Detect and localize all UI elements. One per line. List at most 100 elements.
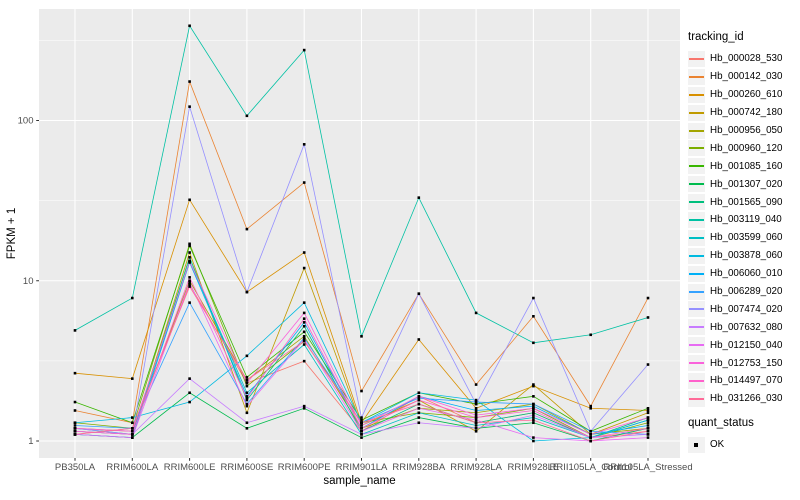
series-color-line-icon bbox=[689, 183, 704, 186]
data-point-Hb_001085_160 bbox=[188, 244, 191, 248]
data-point-Hb_012753_150 bbox=[360, 424, 363, 427]
data-point-Hb_000142_030 bbox=[589, 404, 592, 408]
data-point-Hb_003119_040 bbox=[131, 296, 134, 300]
legend-key-Hb_000142_030 bbox=[688, 68, 705, 85]
data-point-Hb_000260_610 bbox=[417, 338, 421, 341]
legend-key-Hb_001085_160 bbox=[688, 158, 705, 175]
data-point-Hb_031266_030 bbox=[302, 339, 306, 343]
data-point-Hb_003878_060 bbox=[646, 418, 650, 422]
legend-key-Hb_000742_180 bbox=[688, 104, 705, 121]
data-point-Hb_012753_150 bbox=[646, 416, 650, 419]
data-point-Hb_000260_610 bbox=[646, 409, 650, 412]
legend-item-Hb_000260_610: Hb_000260_610 bbox=[688, 86, 800, 104]
legend-label: Hb_012150_040 bbox=[710, 339, 783, 351]
legend-title-tracking-id: tracking_id bbox=[688, 31, 744, 43]
data-point-Hb_001085_160 bbox=[646, 406, 650, 410]
series-color-line-icon bbox=[689, 57, 704, 60]
data-point-Hb_000956_050 bbox=[474, 411, 478, 415]
data-point-Hb_012150_040 bbox=[646, 436, 650, 439]
data-point-Hb_000028_530 bbox=[302, 359, 306, 363]
legend-label: Hb_006060_010 bbox=[710, 268, 783, 280]
plot-panel bbox=[39, 9, 680, 458]
data-point-Hb_006289_020 bbox=[474, 400, 478, 404]
legend-label: Hb_001085_160 bbox=[710, 160, 783, 172]
data-point-Hb_031266_030 bbox=[532, 418, 535, 422]
legend-item-Hb_000960_120: Hb_000960_120 bbox=[688, 139, 800, 157]
y-tick-label: 10 bbox=[23, 276, 34, 287]
data-point-Hb_014497_070 bbox=[474, 416, 478, 419]
data-point-Hb_012753_150 bbox=[188, 260, 191, 263]
data-point-Hb_003599_060 bbox=[474, 424, 478, 427]
data-point-Hb_000742_180 bbox=[245, 411, 249, 415]
data-point-Hb_012150_040 bbox=[302, 338, 306, 341]
data-point-Hb_000960_120 bbox=[188, 242, 191, 246]
legend-key-Hb_003119_040 bbox=[688, 211, 705, 228]
data-point-Hb_012753_150 bbox=[474, 413, 478, 417]
data-point-Hb_031266_030 bbox=[646, 429, 650, 433]
legend-key-Hb_031266_030 bbox=[688, 390, 705, 407]
legend-item-Hb_012753_150: Hb_012753_150 bbox=[688, 354, 800, 372]
legend-label: Hb_001565_090 bbox=[710, 196, 783, 208]
data-point-Hb_007632_080 bbox=[360, 433, 363, 436]
data-point-Hb_006060_010 bbox=[474, 409, 478, 412]
data-point-Hb_001307_020 bbox=[188, 391, 191, 395]
legend-label: Hb_000960_120 bbox=[710, 142, 783, 154]
legend-item-Hb_000028_530: Hb_000028_530 bbox=[688, 50, 800, 68]
data-point-Hb_000260_610 bbox=[131, 377, 134, 380]
legend-label: Hb_014497_070 bbox=[710, 375, 783, 387]
legend-label: Hb_003878_060 bbox=[710, 250, 783, 262]
legend-item-Hb_001307_020: Hb_001307_020 bbox=[688, 175, 800, 193]
legend-item-Hb_000742_180: Hb_000742_180 bbox=[688, 104, 800, 122]
data-point-Hb_007632_080 bbox=[302, 404, 306, 408]
data-point-Hb_007474_020 bbox=[302, 143, 306, 146]
data-point-Hb_007632_080 bbox=[245, 421, 249, 425]
data-point-Hb_000142_030 bbox=[360, 389, 363, 393]
data-point-Hb_000742_180 bbox=[646, 411, 650, 415]
series-color-line-icon bbox=[689, 379, 704, 382]
data-point-Hb_012150_040 bbox=[417, 406, 421, 410]
data-point-Hb_001565_090 bbox=[302, 324, 306, 328]
data-point-Hb_001565_090 bbox=[188, 256, 191, 259]
data-point-Hb_012753_150 bbox=[532, 406, 535, 410]
legend-label: Hb_003119_040 bbox=[710, 214, 782, 226]
data-point-Hb_000956_050 bbox=[188, 279, 191, 283]
legend-key-Hb_006289_020 bbox=[688, 283, 705, 300]
data-point-Hb_003119_040 bbox=[417, 196, 421, 199]
legend-item-Hb_000142_030: Hb_000142_030 bbox=[688, 68, 800, 86]
data-point-Hb_006289_020 bbox=[188, 301, 191, 304]
data-point-Hb_000142_030 bbox=[302, 181, 306, 184]
data-point-Hb_006060_010 bbox=[532, 404, 535, 408]
legend-key-Hb_000260_610 bbox=[688, 86, 705, 103]
data-point-Hb_003119_040 bbox=[73, 329, 77, 332]
series-color-line-icon bbox=[689, 147, 704, 150]
data-point-Hb_000142_030 bbox=[73, 409, 77, 412]
legend-key-Hb_000956_050 bbox=[688, 122, 705, 139]
data-point-Hb_000142_030 bbox=[188, 80, 191, 83]
data-point-Hb_000956_050 bbox=[302, 335, 306, 338]
legend-key-Hb_007474_020 bbox=[688, 301, 705, 318]
legend-label: Hb_000142_030 bbox=[710, 71, 783, 83]
data-point-Hb_031266_030 bbox=[73, 433, 77, 436]
data-point-Hb_007474_020 bbox=[646, 363, 650, 366]
data-point-Hb_000028_530 bbox=[188, 283, 191, 286]
legend-block-quant-status: quant_status OK bbox=[688, 416, 800, 454]
data-point-Hb_007632_080 bbox=[646, 433, 650, 436]
data-point-Hb_007632_080 bbox=[417, 421, 421, 425]
data-point-Hb_007474_020 bbox=[188, 105, 191, 108]
legend-key-ok bbox=[688, 436, 705, 453]
data-point-Hb_014497_070 bbox=[532, 409, 535, 412]
series-color-line-icon bbox=[689, 129, 704, 132]
series-color-line-icon bbox=[689, 111, 704, 114]
data-point-Hb_001307_020 bbox=[417, 416, 421, 419]
data-point-Hb_007474_020 bbox=[360, 416, 363, 419]
legend-label: Hb_007474_020 bbox=[710, 303, 783, 315]
data-point-Hb_001085_160 bbox=[302, 330, 306, 334]
y-axis-title: FPKM + 1 bbox=[6, 208, 18, 259]
data-point-Hb_000142_030 bbox=[646, 296, 650, 300]
data-point-Hb_003599_060 bbox=[532, 416, 535, 419]
legend-key-Hb_003878_060 bbox=[688, 247, 705, 264]
legend-item-Hb_006289_020: Hb_006289_020 bbox=[688, 283, 800, 301]
data-point-Hb_000142_030 bbox=[532, 315, 535, 318]
